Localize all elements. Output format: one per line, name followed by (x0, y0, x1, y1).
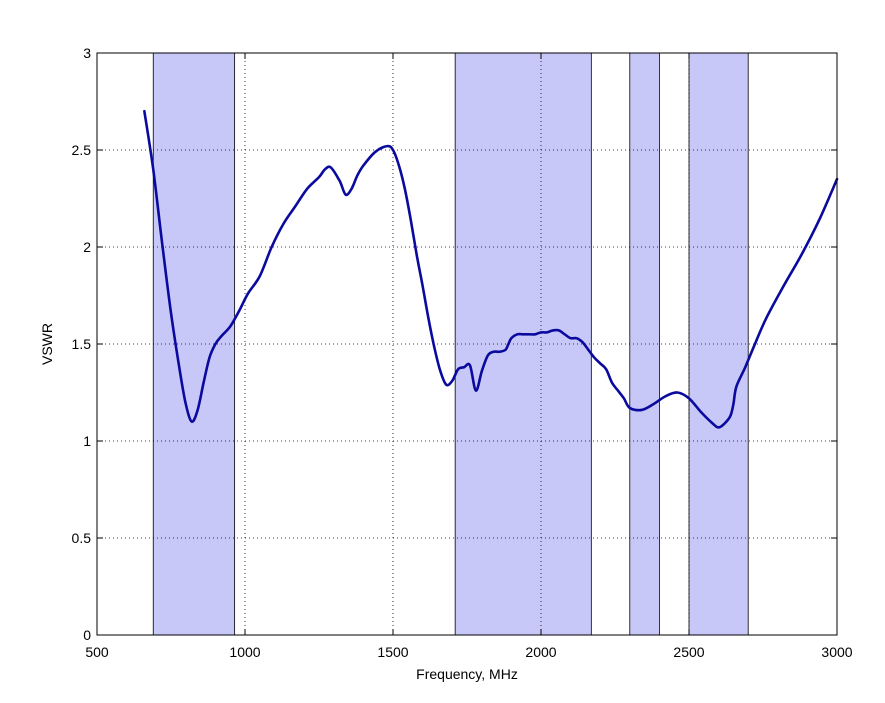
y-tick-label: 2 (83, 239, 91, 255)
series-layer (143, 109, 839, 429)
y-tick-label: 0 (83, 627, 91, 643)
y-axis-label: VSWR (39, 323, 55, 365)
tick-label-layer: 500 1000 1500 2000 2500 3000 0 0.5 1 1.5 2 2.5 3 (72, 45, 853, 660)
frequency-band-2 (629, 52, 660, 636)
tick-layer (96, 52, 838, 636)
vswr-series-line (143, 109, 839, 429)
x-tick-label: 2000 (525, 644, 556, 660)
y-tick-label: 2.5 (72, 142, 92, 158)
x-tick-label: 1000 (229, 644, 260, 660)
y-tick-label: 1.5 (72, 336, 92, 352)
y-tick-label: 0.5 (72, 530, 92, 546)
x-axis-label: Frequency, MHz (416, 666, 518, 682)
x-tick-label: 500 (85, 644, 109, 660)
x-tick-label: 2500 (673, 644, 704, 660)
x-tick-label: 3000 (821, 644, 852, 660)
y-tick-label: 1 (83, 433, 91, 449)
frequency-band-1 (454, 52, 592, 636)
x-tick-label: 1500 (377, 644, 408, 660)
y-tick-label: 3 (83, 45, 91, 61)
